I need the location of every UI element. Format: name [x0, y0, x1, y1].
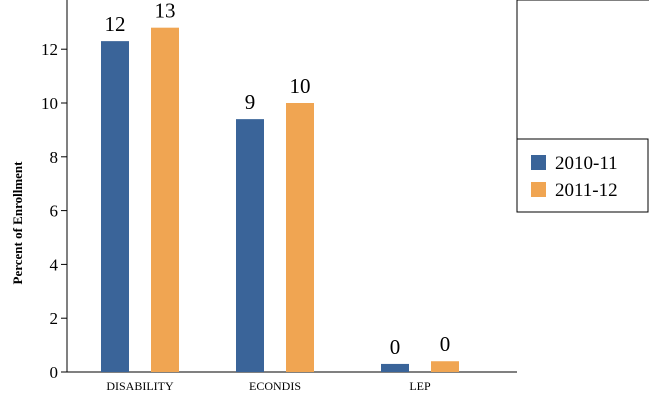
bar-2010-11-DISABILITY [101, 41, 129, 372]
category-label: ECONDIS [249, 379, 301, 393]
y-tick-label: 12 [41, 40, 58, 59]
y-tick-label: 0 [50, 363, 59, 382]
legend-label: 2011-12 [555, 180, 618, 201]
category-label: DISABILITY [106, 379, 174, 393]
data-label: 13 [155, 0, 176, 23]
y-ticks: 0 2 4 6 8 10 12 [41, 40, 67, 382]
bar-2011-12-ECONDIS [286, 103, 314, 372]
data-label: 0 [440, 332, 451, 356]
data-label: 12 [105, 12, 126, 36]
y-axis-label: Percent of Enrollment [10, 161, 25, 285]
bars [101, 27, 459, 373]
bar-2010-11-ECONDIS [236, 119, 264, 372]
y-tick-label: 2 [50, 309, 59, 328]
legend: 2010-11 2011-12 [516, 138, 649, 213]
data-label: 10 [290, 74, 311, 98]
y-tick-label: 4 [50, 255, 59, 274]
category-label: LEP [409, 379, 431, 393]
legend-swatch [531, 182, 546, 197]
data-label: 0 [390, 335, 401, 359]
data-label: 9 [245, 90, 256, 114]
legend-box [516, 138, 649, 213]
data-labels: 12 13 9 10 0 0 [105, 0, 451, 359]
y-tick-label: 10 [41, 94, 58, 113]
bar-2010-11-LEP [381, 363, 409, 372]
y-tick-label: 8 [50, 148, 59, 167]
category-labels: DISABILITY ECONDIS LEP [106, 379, 431, 393]
bar-2011-12-DISABILITY [151, 27, 179, 373]
legend-label: 2010-11 [555, 153, 618, 174]
legend-swatch [531, 155, 546, 170]
bar-2011-12-LEP [431, 361, 459, 372]
y-tick-label: 6 [50, 202, 59, 221]
